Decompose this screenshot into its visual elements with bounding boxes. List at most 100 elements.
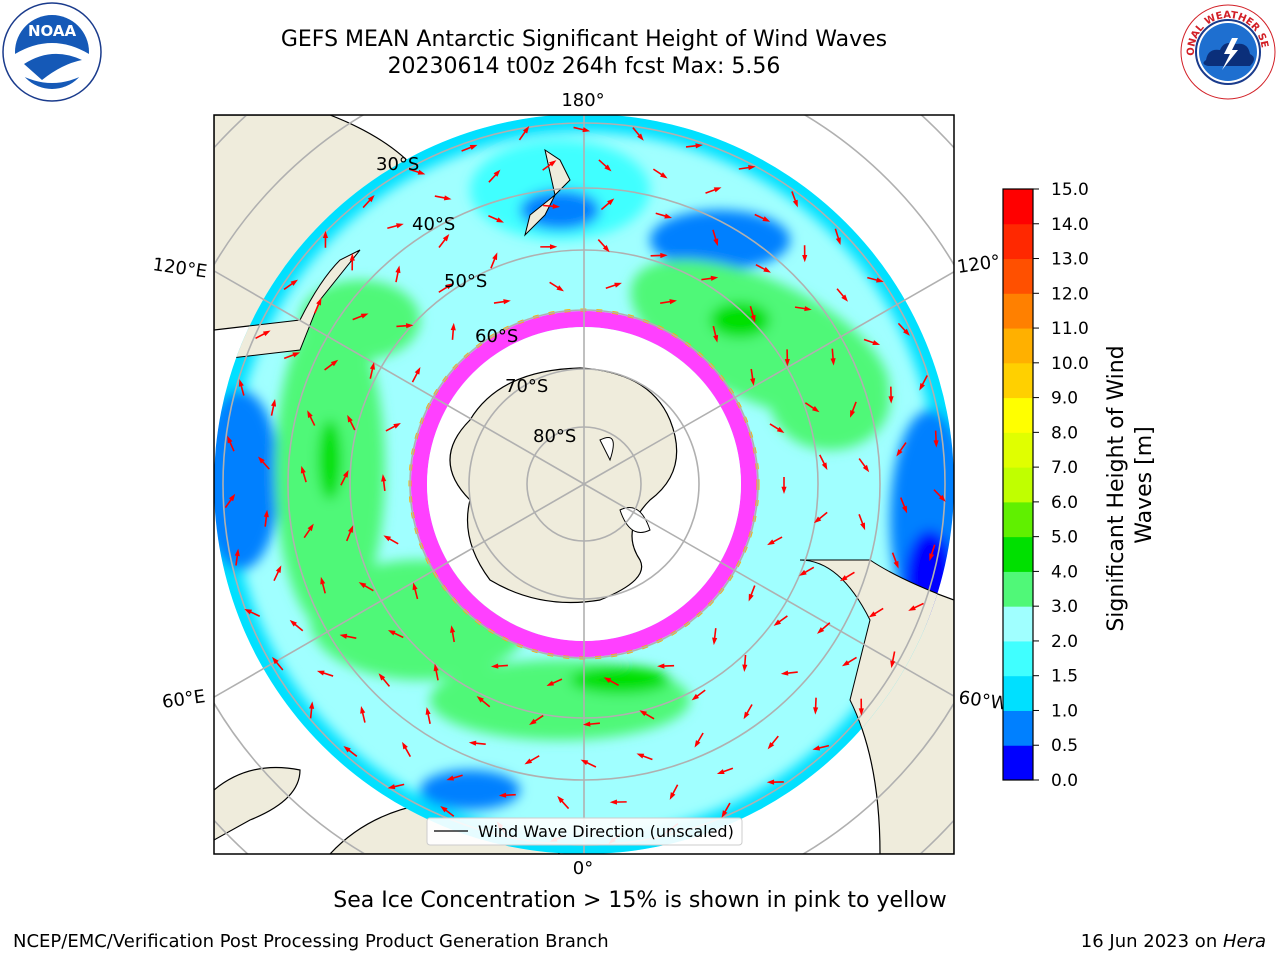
wind-wave-arrowhead [767, 539, 775, 546]
wind-wave-arrowhead [496, 217, 504, 223]
wind-wave-arrowhead [275, 565, 282, 574]
wind-wave-arrowhead [425, 707, 431, 715]
colorbar-frame [1002, 188, 1034, 781]
wind-wave-arrowhead [446, 775, 455, 781]
lat-label-50s: 50°S [444, 271, 487, 292]
wind-wave-arrowhead [582, 721, 591, 727]
wind-wave-arrowhead [272, 656, 279, 665]
wind-wave-arrowhead [414, 367, 421, 375]
wind-wave-arrowhead [443, 195, 452, 201]
colorbar-label-line2: Waves [m] [1132, 426, 1157, 543]
map-legend: Wind Wave Direction (unscaled) [426, 817, 743, 846]
colorbar-segment [1003, 432, 1033, 468]
colorbar-segment [1003, 606, 1033, 642]
wind-wave-arrowhead [557, 795, 565, 804]
wind-wave-arrowhead [387, 630, 396, 636]
wind-wave-arrowhead [349, 253, 355, 261]
colorbar-segment [1003, 675, 1033, 711]
colorbar-tick-label: 2.0 [1051, 632, 1078, 652]
wind-wave-arrowhead [821, 462, 828, 471]
map-subtitle: 20230614 t00z 264h fcst Max: 5.56 [387, 54, 781, 79]
wind-wave-arrows [224, 126, 946, 844]
wind-wave-arrowhead [712, 637, 718, 646]
map-panel: 30°S 40°S 50°S 60°S 70°S 80°S Wind Wave … [214, 115, 954, 854]
noaa-logo: NOAA [2, 2, 102, 102]
wind-wave-arrowhead [669, 299, 677, 305]
wind-wave-arrowhead [524, 758, 533, 765]
colorbar-segment [1003, 467, 1033, 503]
wind-wave-arrowhead [309, 701, 315, 709]
wind-wave-arrowhead [402, 741, 408, 750]
wind-wave-arrowhead [244, 609, 253, 615]
colorbar-tick-label: 9.0 [1051, 389, 1078, 409]
wind-wave-arrowhead [929, 553, 935, 561]
wind-wave-arrowhead [901, 505, 908, 514]
wind-wave-arrowhead [743, 711, 750, 720]
wind-wave-arrowhead [896, 449, 903, 457]
colorbar-segment [1003, 293, 1033, 329]
wind-wave-arrowhead [713, 187, 722, 193]
colorbar-tick-label: 12.0 [1051, 284, 1089, 304]
sea-ice-caption: Sea Ice Concentration > 15% is shown in … [333, 888, 947, 913]
wind-wave-arrowhead [367, 195, 375, 203]
wind-wave-arrowhead [813, 707, 819, 715]
wind-wave-arrowhead [721, 810, 728, 818]
wind-wave-arrowhead [933, 440, 939, 448]
wind-wave-arrowhead [664, 213, 673, 219]
colorbar-segment [1003, 223, 1033, 260]
colorbar-segment [1003, 640, 1033, 677]
wind-wave-arrowhead [307, 410, 313, 418]
wind-wave-arrowhead [908, 605, 916, 611]
wind-wave-arrowhead [637, 133, 644, 141]
wind-wave-arrowhead [938, 494, 946, 502]
wind-wave-arrowhead [636, 753, 645, 759]
wind-wave-arrowhead [580, 759, 589, 766]
nws-logo: NATIONAL WEATHER SERVICE [1178, 2, 1277, 101]
wind-wave-arrowhead [660, 252, 668, 259]
wind-wave-arrowhead [395, 265, 401, 274]
wind-wave-arrowhead [713, 238, 719, 247]
wind-wave-arrowhead [657, 663, 665, 669]
wind-wave-arrowhead [360, 313, 369, 319]
wind-wave-arrowhead [360, 706, 366, 714]
wind-wave-arrowhead [383, 535, 392, 542]
wind-wave-arrowhead [860, 522, 866, 531]
colorbar-tick-label: 7.0 [1051, 458, 1078, 478]
wind-wave-arrowhead [767, 742, 775, 750]
wind-wave-arrowhead [552, 203, 561, 209]
wind-wave-arrowhead [713, 334, 719, 343]
wind-wave-arrowhead [369, 362, 375, 370]
wind-wave-arrowhead [442, 233, 450, 242]
wind-wave-arrowhead [342, 470, 349, 478]
wind-wave-arrowhead [835, 237, 841, 246]
wind-wave-arrowhead [603, 677, 612, 683]
colorbar-label-line1: Significant Height of Wind [1104, 345, 1129, 631]
wind-wave-arrowhead [271, 398, 277, 407]
wind-wave-arrowhead [716, 769, 725, 775]
wind-wave-arrowhead [710, 275, 719, 281]
wind-wave-arrowhead [433, 663, 439, 672]
wind-wave-arrowhead [604, 164, 612, 172]
colorbar-tick-label: 0.5 [1051, 736, 1078, 756]
wind-wave-arrowhead [290, 279, 298, 286]
wind-wave-arrowhead [858, 708, 864, 716]
wind-wave-arrowhead [669, 792, 676, 800]
colorbar-segment [1003, 258, 1033, 294]
wind-wave-arrowhead [292, 352, 301, 358]
wind-wave-arrowhead [343, 745, 351, 753]
footer-credit: NCEP/EMC/Verification Post Processing Pr… [13, 931, 609, 952]
lon-label-60w: 60°W [957, 687, 1009, 715]
colorbar-tick-label: 5.0 [1051, 528, 1078, 548]
wind-wave-arrowhead [393, 422, 401, 429]
wind-wave-arrowhead [257, 456, 265, 464]
wind-wave-arrowhead [412, 582, 418, 591]
wind-wave-arrowhead [468, 740, 477, 746]
wind-wave-arrowhead [602, 245, 610, 253]
wind-wave-arrowhead [893, 560, 899, 569]
lon-label-0: 0° [573, 858, 593, 879]
wind-wave-arrowhead [766, 779, 775, 785]
colorbar-segment [1003, 745, 1033, 781]
noaa-logo-text: NOAA [28, 22, 77, 40]
wind-wave-arrowhead [381, 474, 387, 482]
wind-wave-arrowhead [607, 198, 615, 206]
